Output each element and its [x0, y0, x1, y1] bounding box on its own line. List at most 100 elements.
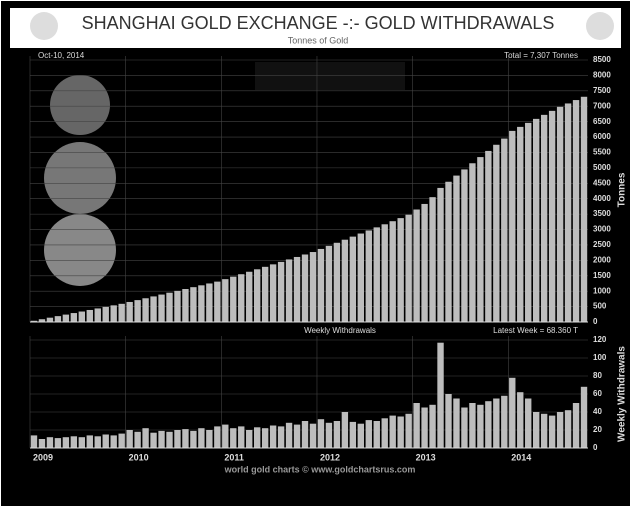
bar — [357, 423, 365, 448]
bar — [134, 431, 141, 448]
bar — [142, 428, 149, 448]
y-tick-label: 0 — [593, 443, 598, 452]
bar — [525, 122, 532, 322]
footer: world gold charts © www.goldchartsrus.co… — [224, 464, 416, 474]
bar — [174, 290, 181, 322]
y-tick-label: 2000 — [593, 255, 611, 264]
emblem — [586, 12, 614, 40]
bar — [166, 292, 173, 322]
bar — [437, 187, 444, 322]
bar — [389, 221, 396, 322]
y-tick-label: 3000 — [593, 225, 611, 234]
bar — [357, 233, 365, 322]
y-tick-label: 8000 — [593, 71, 611, 80]
bar — [365, 230, 372, 322]
bar — [349, 236, 357, 322]
bar — [301, 254, 309, 322]
bar — [349, 421, 357, 448]
x-tick-label: 2009 — [33, 452, 53, 462]
bar — [421, 407, 428, 448]
bar — [421, 203, 428, 322]
y-tick-label: 80 — [593, 371, 602, 380]
bar — [230, 276, 237, 322]
bar — [30, 320, 38, 322]
bar — [341, 239, 349, 322]
bar — [445, 394, 452, 448]
panel-label: Weekly Withdrawals — [304, 326, 376, 335]
bar — [238, 274, 245, 322]
bar — [373, 421, 380, 448]
bar — [174, 430, 181, 448]
bar — [285, 422, 293, 448]
bar — [78, 311, 86, 322]
bar — [293, 256, 301, 322]
bar — [102, 306, 109, 322]
bar — [517, 392, 524, 448]
bar — [517, 126, 524, 323]
x-tick-label: 2011 — [224, 452, 244, 462]
bar — [118, 433, 125, 448]
bar — [429, 404, 436, 448]
bar — [86, 435, 93, 448]
bar — [277, 261, 285, 322]
bar — [78, 437, 86, 448]
bar — [94, 436, 101, 448]
portrait — [50, 75, 110, 135]
bar — [381, 224, 388, 322]
bar — [261, 266, 269, 322]
bar — [501, 138, 508, 322]
bar — [389, 415, 396, 448]
y-tick-label: 20 — [593, 425, 602, 434]
y-tick-label: 6000 — [593, 132, 611, 141]
y-tick-label: 1500 — [593, 271, 611, 280]
bar — [540, 413, 548, 448]
bar — [158, 430, 165, 448]
bar — [134, 300, 141, 322]
bar — [238, 426, 245, 448]
y-tick-label: 500 — [593, 302, 607, 311]
bar — [38, 319, 46, 322]
bar — [405, 214, 412, 322]
bar — [54, 438, 62, 448]
y-tick-label: 40 — [593, 407, 602, 416]
bar — [222, 424, 229, 448]
bar — [150, 432, 157, 448]
bar — [253, 269, 261, 322]
bar — [309, 423, 317, 448]
bar — [437, 342, 444, 448]
bar — [30, 435, 38, 448]
x-tick-label: 2010 — [129, 452, 149, 462]
bar — [190, 430, 197, 448]
bar — [453, 175, 460, 322]
bar — [580, 96, 588, 323]
y-tick-label: 4000 — [593, 194, 611, 203]
y-tick-label: 7500 — [593, 86, 611, 95]
bar — [413, 403, 420, 448]
bar — [102, 434, 109, 448]
bar — [397, 416, 404, 448]
y-tick-label: 3500 — [593, 209, 611, 218]
bar — [230, 428, 237, 448]
bar — [62, 437, 70, 448]
chart-title: SHANGHAI GOLD EXCHANGE -:- GOLD WITHDRAW… — [82, 13, 555, 33]
y-tick-label: 100 — [593, 353, 607, 362]
bar — [86, 309, 93, 322]
bar — [126, 430, 133, 448]
bar — [453, 398, 460, 448]
bar — [158, 294, 165, 322]
bar — [397, 218, 404, 322]
bar — [572, 100, 580, 322]
chart-subtitle: Tonnes of Gold — [288, 35, 349, 45]
bar — [485, 150, 492, 322]
bar — [94, 308, 101, 322]
bar — [509, 377, 516, 448]
bar — [564, 410, 572, 448]
bar — [564, 103, 572, 322]
bar — [142, 298, 149, 322]
bar — [277, 426, 285, 448]
bar — [548, 110, 556, 322]
bar — [182, 289, 189, 322]
y-tick-label: 8500 — [593, 55, 611, 64]
